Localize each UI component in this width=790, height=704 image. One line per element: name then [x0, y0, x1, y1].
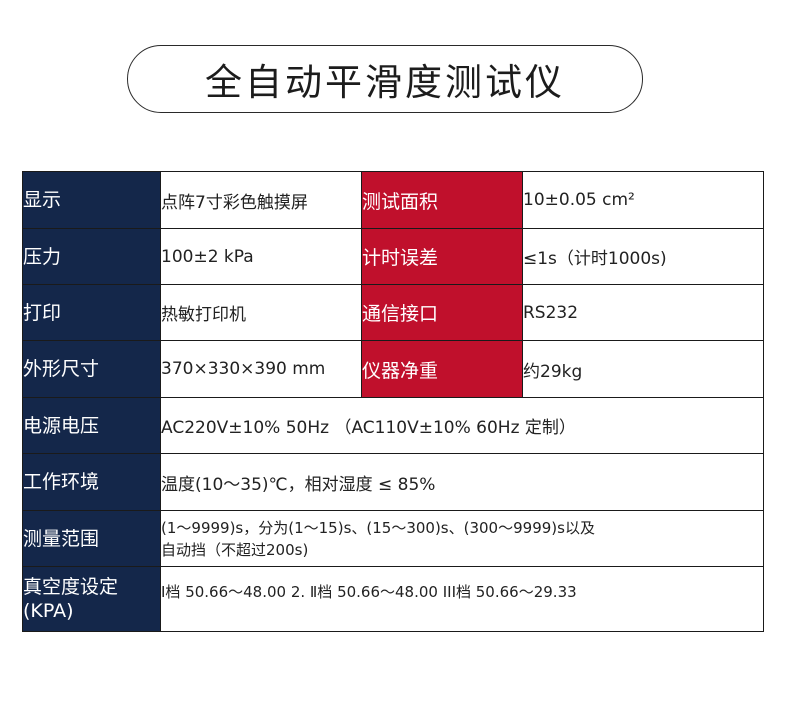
spec-label: 显示	[22, 171, 161, 229]
spec-value: (1～9999)s，分为(1～15)s、(15～300)s、(300～9999)…	[160, 510, 764, 567]
spec-value: ≤1s（计时1000s)	[522, 228, 764, 285]
spec-table: 显示 点阵7寸彩色触摸屏 测试面积 10±0.05 cm² 压力 100±2 k…	[22, 171, 764, 632]
table-row: 显示 点阵7寸彩色触摸屏 测试面积 10±0.05 cm²	[22, 171, 764, 229]
spec-label: 计时误差	[361, 228, 523, 285]
table-row: 外形尺寸 370×330×390 mm 仪器净重 约29kg	[22, 340, 764, 398]
spec-label: 打印	[22, 284, 161, 341]
table-row: 工作环境 温度(10～35)℃，相对湿度 ≤ 85%	[22, 453, 764, 511]
spec-value: Ⅰ档 50.66～48.00 2. Ⅱ档 50.66～48.00 III档 50…	[160, 566, 764, 632]
page-title: 全自动平滑度测试仪	[205, 61, 565, 104]
spec-value: 370×330×390 mm	[160, 340, 362, 398]
spec-value-line: (1～9999)s，分为(1～15)s、(15～300)s、(300～9999)…	[161, 518, 595, 537]
table-row: 打印 热敏打印机 通信接口 RS232	[22, 284, 764, 341]
spec-value: 10±0.05 cm²	[522, 171, 764, 229]
spec-value: 100±2 kPa	[160, 228, 362, 285]
table-row: 压力 100±2 kPa 计时误差 ≤1s（计时1000s)	[22, 228, 764, 285]
spec-value: AC220V±10% 50Hz （AC110V±10% 60Hz 定制）	[160, 397, 764, 454]
spec-label: 仪器净重	[361, 340, 523, 398]
spec-value: 热敏打印机	[160, 284, 362, 341]
spec-label: 工作环境	[22, 453, 161, 511]
spec-label: 压力	[22, 228, 161, 285]
title-banner: 全自动平滑度测试仪	[127, 45, 643, 113]
table-row: 电源电压 AC220V±10% 50Hz （AC110V±10% 60Hz 定制…	[22, 397, 764, 454]
spec-value: 点阵7寸彩色触摸屏	[160, 171, 362, 229]
spec-label-line: 真空度设定	[23, 576, 119, 598]
spec-label: 外形尺寸	[22, 340, 161, 398]
spec-label: 测试面积	[361, 171, 523, 229]
spec-value: 温度(10～35)℃，相对湿度 ≤ 85%	[160, 453, 764, 511]
spec-value: 约29kg	[522, 340, 764, 398]
spec-label: 通信接口	[361, 284, 523, 341]
spec-label: 测量范围	[22, 510, 161, 567]
spec-value-line: 自动挡（不超过200s)	[161, 540, 309, 559]
spec-label-line: (KPA)	[23, 600, 74, 622]
table-row: 真空度设定 (KPA) Ⅰ档 50.66～48.00 2. Ⅱ档 50.66～4…	[22, 566, 764, 632]
spec-value: RS232	[522, 284, 764, 341]
table-row: 测量范围 (1～9999)s，分为(1～15)s、(15～300)s、(300～…	[22, 510, 764, 567]
spec-label: 真空度设定 (KPA)	[22, 566, 161, 632]
spec-label: 电源电压	[22, 397, 161, 454]
